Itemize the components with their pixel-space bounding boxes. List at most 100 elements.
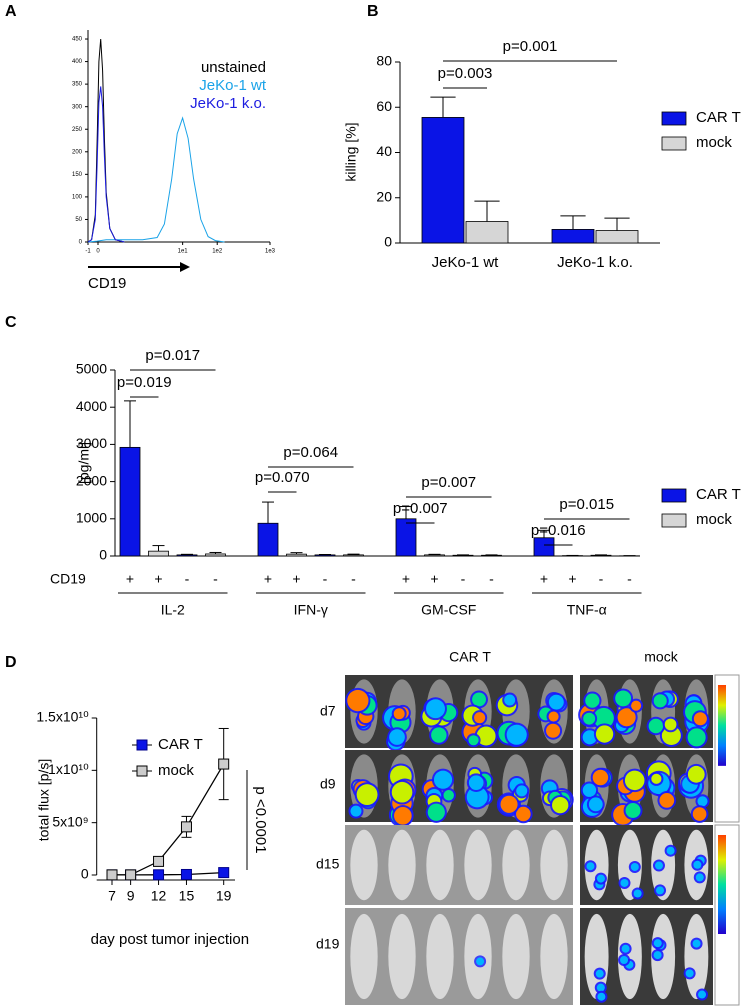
image-row-label: d19 — [316, 936, 340, 952]
bar — [481, 554, 502, 557]
bioluminescence-image — [580, 908, 713, 1005]
signal — [585, 693, 600, 708]
y-tick-label: 5000 — [76, 361, 107, 377]
bar — [286, 553, 307, 557]
y-axis-label: killing [%] — [343, 122, 359, 181]
y-tick-label: 4000 — [76, 398, 107, 414]
legend-label: CAR T — [696, 486, 741, 503]
error-bar — [262, 501, 274, 524]
x-tick-label: JeKo-1 k.o. — [557, 254, 633, 271]
p-value: p=0.019 — [117, 374, 172, 391]
legend-marker — [136, 765, 148, 777]
signal — [625, 803, 641, 818]
bar — [533, 537, 555, 557]
y-tick-label: 0 — [384, 234, 392, 250]
y-tick-label: 0 — [79, 240, 83, 246]
bar — [595, 230, 639, 244]
signal — [506, 724, 527, 745]
y-axis-label: total flux [p/s] — [36, 759, 52, 841]
mouse — [502, 913, 530, 1000]
legend-marker — [136, 739, 148, 751]
mouse — [426, 829, 454, 901]
legend-label: CAR T — [158, 736, 203, 753]
image-column-label: mock — [644, 649, 678, 665]
signal — [630, 862, 639, 871]
signal — [656, 886, 665, 895]
mouse — [502, 829, 530, 901]
signal — [624, 770, 645, 791]
signal — [693, 712, 707, 726]
signal — [350, 805, 362, 817]
y-tick-label: 40 — [376, 143, 392, 159]
y-tick-label: 1000 — [76, 510, 107, 526]
bar — [421, 117, 465, 244]
signal — [620, 878, 629, 887]
x-tick-label: 1e3 — [265, 249, 276, 255]
legend-label: mock — [158, 762, 194, 779]
bioluminescence-image — [345, 825, 573, 905]
signal — [391, 781, 413, 803]
x-tick-label: - — [599, 571, 604, 587]
y-tick-label: 200 — [72, 149, 83, 155]
bar — [148, 550, 169, 557]
error-bar — [152, 545, 165, 552]
y-tick-label: 1x10¹⁰ — [48, 761, 89, 777]
bar — [395, 518, 417, 557]
x-tick-label: 7 — [108, 888, 116, 904]
signal — [546, 723, 561, 738]
mouse — [684, 913, 709, 1000]
error-bar — [474, 200, 500, 222]
signal — [476, 957, 485, 966]
colorbar — [718, 835, 726, 934]
y-tick-label: 400 — [72, 59, 83, 65]
group-label: GM-CSF — [421, 602, 476, 618]
signal — [687, 765, 705, 783]
x-tick-label: 0 — [96, 249, 100, 255]
mouse — [350, 829, 378, 901]
panel-label: B — [367, 3, 379, 20]
y-tick-label: 5x10⁹ — [52, 813, 88, 829]
signal — [596, 874, 605, 883]
bar — [424, 554, 445, 557]
x-tick-label: JeKo-1 wt — [432, 254, 500, 271]
signal — [427, 803, 445, 821]
row-label: CD19 — [50, 571, 86, 587]
signal — [356, 784, 378, 806]
x-tick-label: 1e2 — [212, 249, 223, 255]
signal — [426, 699, 445, 719]
marker — [153, 869, 165, 881]
error-bar — [400, 506, 412, 519]
signal — [552, 796, 569, 814]
signal — [697, 796, 708, 807]
signal — [588, 797, 603, 812]
bar — [314, 554, 336, 557]
signal — [653, 951, 662, 960]
p-value: p=0.016 — [531, 522, 586, 539]
image-background — [345, 750, 573, 822]
bar — [205, 553, 226, 557]
signal — [597, 992, 606, 1001]
signal — [433, 770, 453, 789]
signal — [468, 775, 484, 791]
bar — [119, 446, 141, 557]
signal — [443, 790, 454, 801]
signal — [516, 785, 528, 797]
x-tick-label: + — [154, 571, 162, 587]
legend-label: JeKo-1 wt — [199, 77, 267, 94]
x-tick-label: - — [489, 571, 494, 587]
p-value: p <0.0001 — [252, 786, 269, 853]
group-label: TNF-α — [567, 602, 607, 618]
p-value: p=0.064 — [283, 444, 338, 461]
image-row-label: d7 — [320, 703, 336, 719]
signal — [692, 939, 701, 948]
error-bar — [560, 215, 586, 230]
x-tick-label: 12 — [151, 888, 167, 904]
p-value: p=0.070 — [255, 469, 310, 486]
legend-swatch — [661, 111, 687, 126]
x-tick-label: + — [540, 571, 548, 587]
bar — [343, 554, 364, 557]
legend-label: mock — [696, 511, 732, 528]
y-tick-label: 0 — [99, 547, 107, 563]
signal — [596, 983, 605, 992]
legend-swatch — [661, 488, 687, 503]
